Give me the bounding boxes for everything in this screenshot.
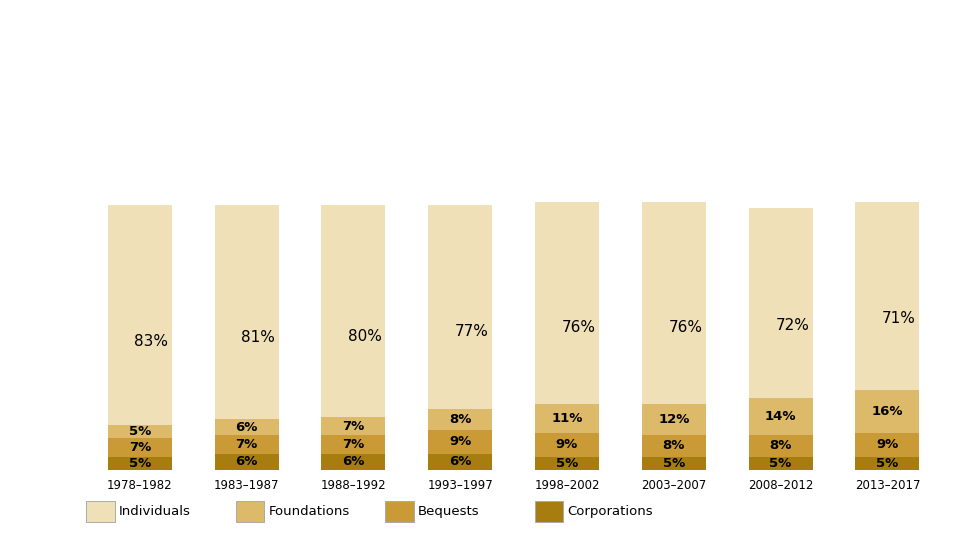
Bar	[855, 390, 920, 433]
Bar	[428, 454, 492, 470]
Bar	[428, 430, 492, 454]
Text: 12%: 12%	[659, 413, 689, 426]
Text: Corporations: Corporations	[567, 505, 653, 518]
Text: 8%: 8%	[449, 413, 471, 426]
Text: 8%: 8%	[769, 440, 792, 453]
FancyBboxPatch shape	[86, 501, 114, 522]
Text: Bequests: Bequests	[418, 505, 480, 518]
Bar	[749, 456, 812, 470]
Text: 83%: 83%	[134, 334, 168, 349]
Text: 76%: 76%	[668, 320, 703, 335]
Bar	[322, 435, 385, 454]
Bar	[428, 409, 492, 430]
Text: 7%: 7%	[129, 441, 151, 454]
Bar	[108, 205, 172, 425]
Bar	[641, 456, 706, 470]
Bar	[108, 438, 172, 456]
Bar	[214, 435, 278, 454]
Text: 1993–1997: 1993–1997	[427, 479, 493, 492]
Bar	[108, 456, 172, 470]
Bar	[322, 417, 385, 435]
Text: 5%: 5%	[662, 457, 684, 470]
Text: 6%: 6%	[235, 455, 258, 468]
Text: 6%: 6%	[342, 455, 365, 468]
Text: 77%: 77%	[455, 324, 489, 339]
Bar	[214, 420, 278, 435]
Text: 1978–1982: 1978–1982	[107, 479, 173, 492]
Text: 80%: 80%	[348, 329, 382, 344]
Text: 5%: 5%	[129, 457, 151, 470]
Text: 9%: 9%	[876, 438, 899, 451]
Bar	[749, 435, 812, 456]
Text: 21: 21	[15, 141, 33, 154]
Bar	[749, 207, 812, 399]
Text: 9%: 9%	[556, 438, 578, 451]
Bar	[108, 425, 172, 438]
Bar	[322, 205, 385, 417]
Text: 9%: 9%	[449, 435, 471, 449]
Text: 1983–1987: 1983–1987	[214, 479, 279, 492]
Text: 6%: 6%	[235, 421, 258, 434]
Text: 2013–2017: 2013–2017	[854, 479, 920, 492]
Text: 11%: 11%	[551, 411, 583, 424]
Text: 14%: 14%	[765, 410, 797, 423]
Text: 81%: 81%	[241, 330, 276, 346]
Text: 71%: 71%	[882, 312, 916, 326]
Bar	[855, 456, 920, 470]
Text: 5%: 5%	[556, 457, 578, 470]
Text: 2003–2007: 2003–2007	[641, 479, 707, 492]
Bar	[749, 399, 812, 435]
Text: 7%: 7%	[343, 420, 365, 433]
Text: 5%: 5%	[876, 457, 899, 470]
Text: 5%: 5%	[129, 425, 151, 438]
Bar	[535, 433, 599, 456]
Bar	[535, 403, 599, 433]
Bar	[641, 202, 706, 403]
FancyBboxPatch shape	[236, 501, 264, 522]
Text: Individuals: Individuals	[119, 505, 191, 518]
Text: 6%: 6%	[449, 455, 471, 468]
Bar	[322, 454, 385, 470]
Text: 16%: 16%	[872, 405, 903, 418]
Text: 5%: 5%	[770, 457, 792, 470]
Bar	[641, 403, 706, 435]
Bar	[428, 205, 492, 409]
Text: (in inflation-adjusted dollars, 2017 = $100): (in inflation-adjusted dollars, 2017 = $…	[21, 90, 397, 107]
Text: 2008–2012: 2008–2012	[748, 479, 813, 492]
FancyBboxPatch shape	[535, 501, 564, 522]
Text: 1998–2002: 1998–2002	[535, 479, 600, 492]
Text: Giving by source: Percentage of the total in five-year spans, 1978–2017: Giving by source: Percentage of the tota…	[21, 30, 647, 48]
Bar	[535, 202, 599, 403]
Bar	[855, 433, 920, 456]
Text: 7%: 7%	[343, 438, 365, 451]
Bar	[535, 456, 599, 470]
Bar	[855, 202, 920, 390]
Bar	[214, 454, 278, 470]
Text: 72%: 72%	[776, 318, 809, 333]
Text: Foundations: Foundations	[269, 505, 349, 518]
Text: 1988–1992: 1988–1992	[321, 479, 386, 492]
Text: 8%: 8%	[662, 440, 685, 453]
Bar	[214, 205, 278, 420]
Text: 7%: 7%	[235, 438, 257, 451]
Text: 76%: 76%	[562, 320, 595, 335]
Bar	[641, 435, 706, 456]
FancyBboxPatch shape	[385, 501, 414, 522]
